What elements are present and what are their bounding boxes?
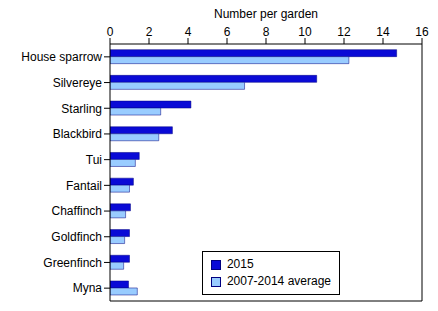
html-text:2015: 2015 — [226, 257, 254, 271]
svg-text:House sparrow: House sparrow — [21, 50, 102, 64]
svg-text:10: 10 — [298, 25, 312, 39]
svg-text:8: 8 — [263, 25, 270, 39]
svg-text:12: 12 — [337, 25, 351, 39]
svg-text:Myna: Myna — [73, 281, 103, 295]
svg-text:Chaffinch: Chaffinch — [52, 204, 102, 218]
svg-text:4: 4 — [185, 25, 192, 39]
svg-text:2: 2 — [146, 25, 153, 39]
svg-text:Fantail: Fantail — [66, 179, 102, 193]
svg-text:14: 14 — [376, 25, 390, 39]
svg-text:Tui: Tui — [86, 153, 102, 167]
svg-text:Silvereye: Silvereye — [53, 76, 103, 90]
svg-text:Greenfinch: Greenfinch — [43, 256, 102, 270]
svg-text:16: 16 — [415, 25, 429, 39]
svg-text:Number per garden: Number per garden — [214, 7, 318, 21]
svg-text:0: 0 — [107, 25, 114, 39]
html-text:2007-2014 average: 2007-2014 average — [226, 274, 331, 288]
svg-text:Goldfinch: Goldfinch — [51, 230, 102, 244]
svg-text:Starling: Starling — [61, 102, 102, 116]
svg-text:Blackbird: Blackbird — [53, 127, 102, 141]
svg-text:6: 6 — [224, 25, 231, 39]
